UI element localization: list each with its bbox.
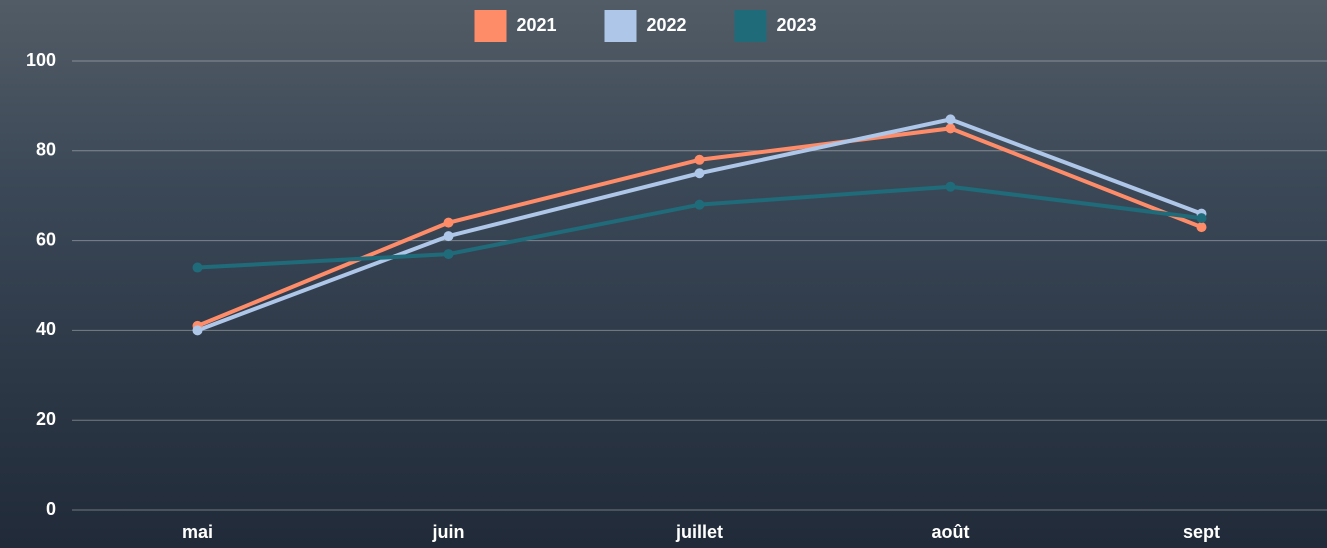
x-tick-label: juillet — [675, 522, 723, 542]
y-tick-label: 60 — [36, 229, 56, 249]
background — [0, 0, 1327, 548]
y-tick-label: 100 — [26, 50, 56, 70]
data-point — [444, 249, 454, 259]
y-tick-label: 0 — [46, 499, 56, 519]
x-tick-label: août — [932, 522, 970, 542]
data-point — [695, 200, 705, 210]
y-tick-label: 80 — [36, 140, 56, 160]
data-point — [444, 218, 454, 228]
y-tick-label: 20 — [36, 409, 56, 429]
data-point — [1197, 222, 1207, 232]
legend-label: 2021 — [517, 15, 557, 35]
data-point — [946, 182, 956, 192]
legend-label: 2022 — [647, 15, 687, 35]
legend-label: 2023 — [777, 15, 817, 35]
legend-swatch — [475, 10, 507, 42]
legend-swatch — [735, 10, 767, 42]
data-point — [193, 263, 203, 273]
data-point — [444, 231, 454, 241]
x-tick-label: juin — [432, 522, 465, 542]
x-tick-label: mai — [182, 522, 213, 542]
legend-swatch — [605, 10, 637, 42]
x-tick-label: sept — [1183, 522, 1220, 542]
data-point — [695, 168, 705, 178]
data-point — [1197, 213, 1207, 223]
data-point — [946, 114, 956, 124]
data-point — [695, 155, 705, 165]
y-tick-label: 40 — [36, 319, 56, 339]
chart: 0 20 40 60 80 100 mai juin juillet août sept 2021 2… — [0, 0, 1327, 548]
data-point — [193, 325, 203, 335]
data-point — [946, 123, 956, 133]
